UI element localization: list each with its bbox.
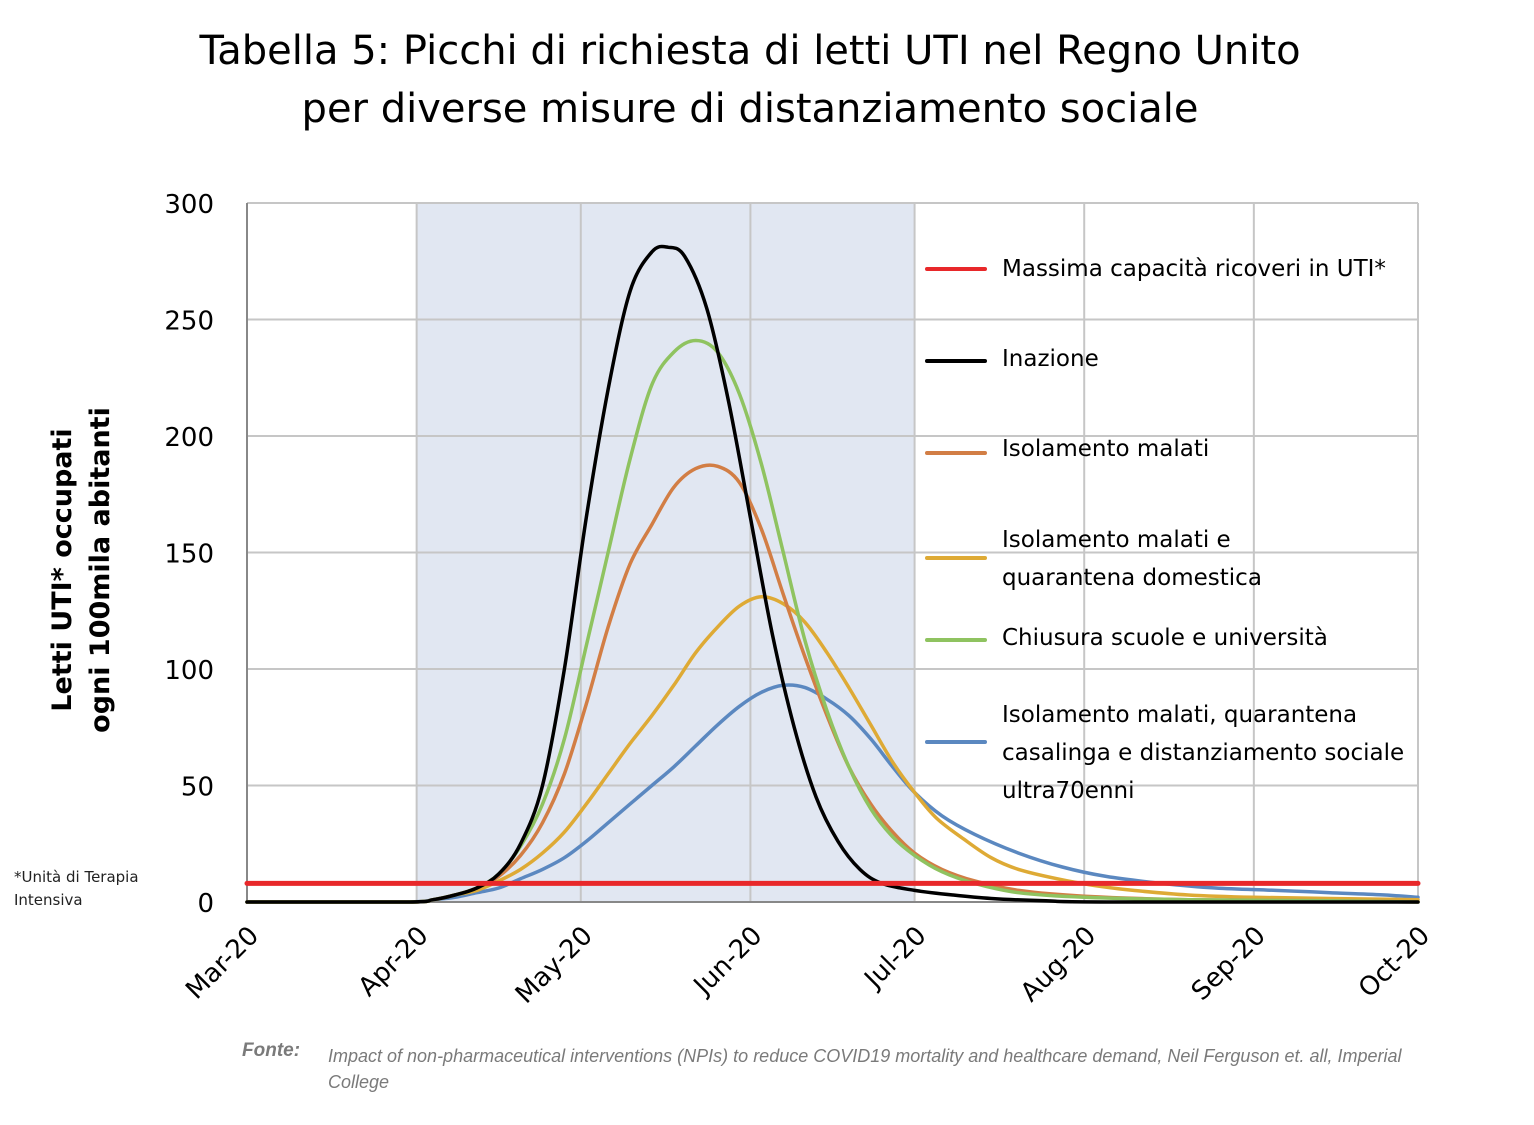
y-axis-label-text: Letti UTI* occupati ogni 100mila abitant… xyxy=(44,407,120,733)
y-tick-label: 150 xyxy=(164,540,214,570)
y-tick-label: 100 xyxy=(164,656,214,686)
y-tick-label: 200 xyxy=(164,423,214,453)
footnote: *Unità di Terapia Intensiva xyxy=(14,866,139,912)
y-tick-label: 250 xyxy=(164,307,214,337)
x-tick-label: Aug-20 xyxy=(1015,921,1102,1008)
legend-label-isolamento: Isolamento malati xyxy=(1002,436,1210,462)
chart-title: Tabella 5: Picchi di richiesta di letti … xyxy=(0,22,1500,138)
y-tick-label: 300 xyxy=(164,190,214,220)
source-label: Fonte: xyxy=(242,1040,301,1061)
x-tick-label: Sep-20 xyxy=(1186,921,1272,1007)
x-tick-label: Mar-20 xyxy=(180,921,265,1006)
legend-swatch-anziani xyxy=(925,740,987,744)
legend-swatch-capacity xyxy=(925,267,987,271)
y-axis-label-line1: Letti UTI* occupati xyxy=(47,428,78,712)
chart-title-line2: per diverse misure di distanziamento soc… xyxy=(301,86,1199,132)
source-text: Impact of non-pharmaceutical interventio… xyxy=(328,1046,1402,1092)
x-tick-label: Jun-20 xyxy=(687,921,768,1002)
y-tick-label: 50 xyxy=(181,773,214,803)
series-line-inazione xyxy=(245,244,1420,904)
footnote-line1: *Unità di Terapia xyxy=(14,868,139,886)
y-tick-label: 0 xyxy=(197,889,214,919)
y-axis-label-line2: ogni 100mila abitanti xyxy=(85,407,116,733)
legend-swatch-isolamento xyxy=(925,451,987,455)
legend-swatch-quarantena xyxy=(925,556,987,560)
chart-title-line1: Tabella 5: Picchi di richiesta di letti … xyxy=(199,28,1301,74)
legend-swatch-scuole xyxy=(925,638,987,642)
x-tick-label: Oct-20 xyxy=(1353,921,1436,1004)
legend-label-capacity: Massima capacità ricoveri in UTI* xyxy=(1002,256,1386,282)
footnote-line2: Intensiva xyxy=(14,891,83,909)
legend-label-anziani: Isolamento malati, quarantena casalinga … xyxy=(1002,702,1405,804)
legend-swatch-inazione xyxy=(925,359,987,363)
x-tick-label: Apr-20 xyxy=(353,921,435,1003)
x-tick-label: May-20 xyxy=(510,921,599,1010)
legend-label-scuole: Chiusura scuole e università xyxy=(1002,625,1328,651)
legend-label-inazione: Inazione xyxy=(1002,346,1099,372)
x-tick-label: Jul-20 xyxy=(858,921,933,996)
legend-label-quarantena: Isolamento malati e quarantena domestica xyxy=(1002,527,1262,591)
